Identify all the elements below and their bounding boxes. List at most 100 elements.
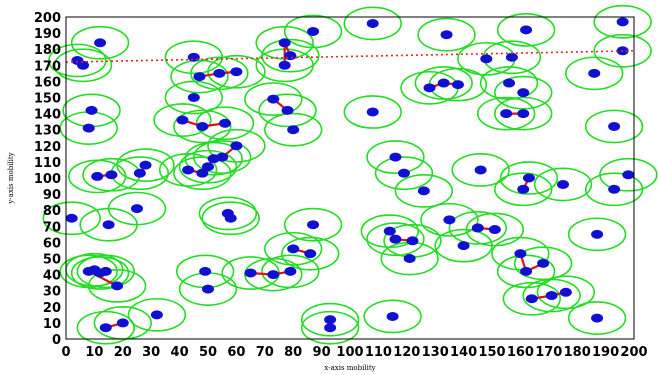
range-circle <box>201 201 260 236</box>
range-circle <box>283 14 343 49</box>
range-circle <box>207 128 266 163</box>
range-circle <box>491 236 550 271</box>
y-tick-label: 170 <box>34 59 61 74</box>
x-tick-label: 140 <box>450 345 477 360</box>
range-circle <box>366 140 425 174</box>
node-point <box>588 68 601 78</box>
x-tick-label: 180 <box>564 345 591 360</box>
x-tick-label: 160 <box>507 345 534 360</box>
y-tick-label: 80 <box>43 204 61 219</box>
node-point <box>397 168 410 178</box>
range-circle <box>300 310 360 345</box>
node-point <box>520 266 533 276</box>
node-point <box>423 83 436 93</box>
range-circle <box>494 172 553 207</box>
x-tick-label: 130 <box>422 345 449 360</box>
y-axis-label: y-axis mobility <box>7 152 15 204</box>
range-circle <box>494 75 553 110</box>
node-point <box>187 93 200 102</box>
y-tick-label: 0 <box>52 333 61 348</box>
x-tick-label: 20 <box>114 345 132 360</box>
node-point <box>284 51 297 61</box>
range-circle <box>76 254 135 289</box>
range-circle <box>533 167 593 202</box>
range-circle <box>207 54 266 89</box>
node-point <box>187 52 200 62</box>
range-circle <box>193 140 252 174</box>
node-point <box>230 141 243 151</box>
x-tick-label: 60 <box>227 345 245 360</box>
node-point <box>545 291 558 301</box>
y-tick-label: 120 <box>34 140 61 155</box>
x-tick-label: 50 <box>199 345 217 360</box>
node-point <box>284 266 297 276</box>
range-circle <box>261 254 320 289</box>
node-point <box>216 152 229 162</box>
node-point <box>105 170 118 180</box>
y-tick-label: 160 <box>34 75 61 90</box>
range-circle <box>448 211 507 245</box>
node-point <box>85 105 98 115</box>
y-tick-label: 140 <box>34 108 61 123</box>
node-point <box>221 208 234 218</box>
node-point <box>281 105 294 115</box>
x-tick-label: 40 <box>171 345 189 360</box>
node-point <box>196 121 209 131</box>
node-point <box>474 165 487 175</box>
range-circle <box>494 96 553 131</box>
node-point <box>591 313 604 323</box>
range-circle <box>536 275 596 310</box>
range-circle <box>593 4 652 39</box>
node-point <box>503 78 516 88</box>
range-circle <box>170 59 229 94</box>
node-point <box>324 323 337 333</box>
x-tick-label: 80 <box>284 345 302 360</box>
node-point <box>471 223 484 233</box>
x-tick-label: 190 <box>592 345 619 360</box>
node-point <box>196 168 209 178</box>
y-tick-label: 200 <box>34 11 61 26</box>
node-point <box>307 26 320 36</box>
y-tick-label: 110 <box>34 156 61 171</box>
node-point <box>139 160 152 170</box>
x-tick-label: 30 <box>142 345 160 360</box>
range-circle <box>374 156 434 191</box>
x-tick-label: 90 <box>313 345 331 360</box>
node-point <box>505 52 518 62</box>
range-circle <box>178 149 238 184</box>
range-circle <box>343 6 402 41</box>
node-point <box>557 179 569 189</box>
node-point <box>403 254 416 263</box>
x-tick-label: 120 <box>393 345 420 360</box>
y-tick-label: 90 <box>43 188 61 203</box>
nodes <box>65 17 635 333</box>
node-point <box>520 25 533 35</box>
node-point <box>219 118 232 128</box>
node-point <box>608 121 621 131</box>
range-circle <box>190 56 249 91</box>
node-point <box>82 123 95 133</box>
node-point <box>514 249 527 259</box>
node-point <box>417 186 430 196</box>
plot-frame <box>65 16 635 340</box>
y-tick-label: 60 <box>43 236 61 251</box>
range-circle <box>264 112 323 147</box>
axis-ticks: 0 10 20 30 40 50 60 70 80 90 100 110 120 130 140 150 160… <box>34 11 648 360</box>
range-circle <box>394 173 454 208</box>
range-circles <box>42 4 658 345</box>
node-point <box>133 168 146 178</box>
node-point <box>517 88 530 98</box>
node-point <box>213 68 226 78</box>
y-tick-label: 30 <box>43 285 61 300</box>
node-point <box>65 213 78 223</box>
range-circle <box>87 268 147 303</box>
range-circle <box>158 153 218 187</box>
node-point <box>111 281 124 291</box>
range-circle <box>48 43 107 78</box>
range-circle <box>198 196 258 231</box>
node-point <box>437 78 450 88</box>
node-point <box>389 234 402 244</box>
range-circle <box>153 103 212 137</box>
y-tick-label: 20 <box>43 301 61 316</box>
x-tick-label: 10 <box>85 345 103 360</box>
